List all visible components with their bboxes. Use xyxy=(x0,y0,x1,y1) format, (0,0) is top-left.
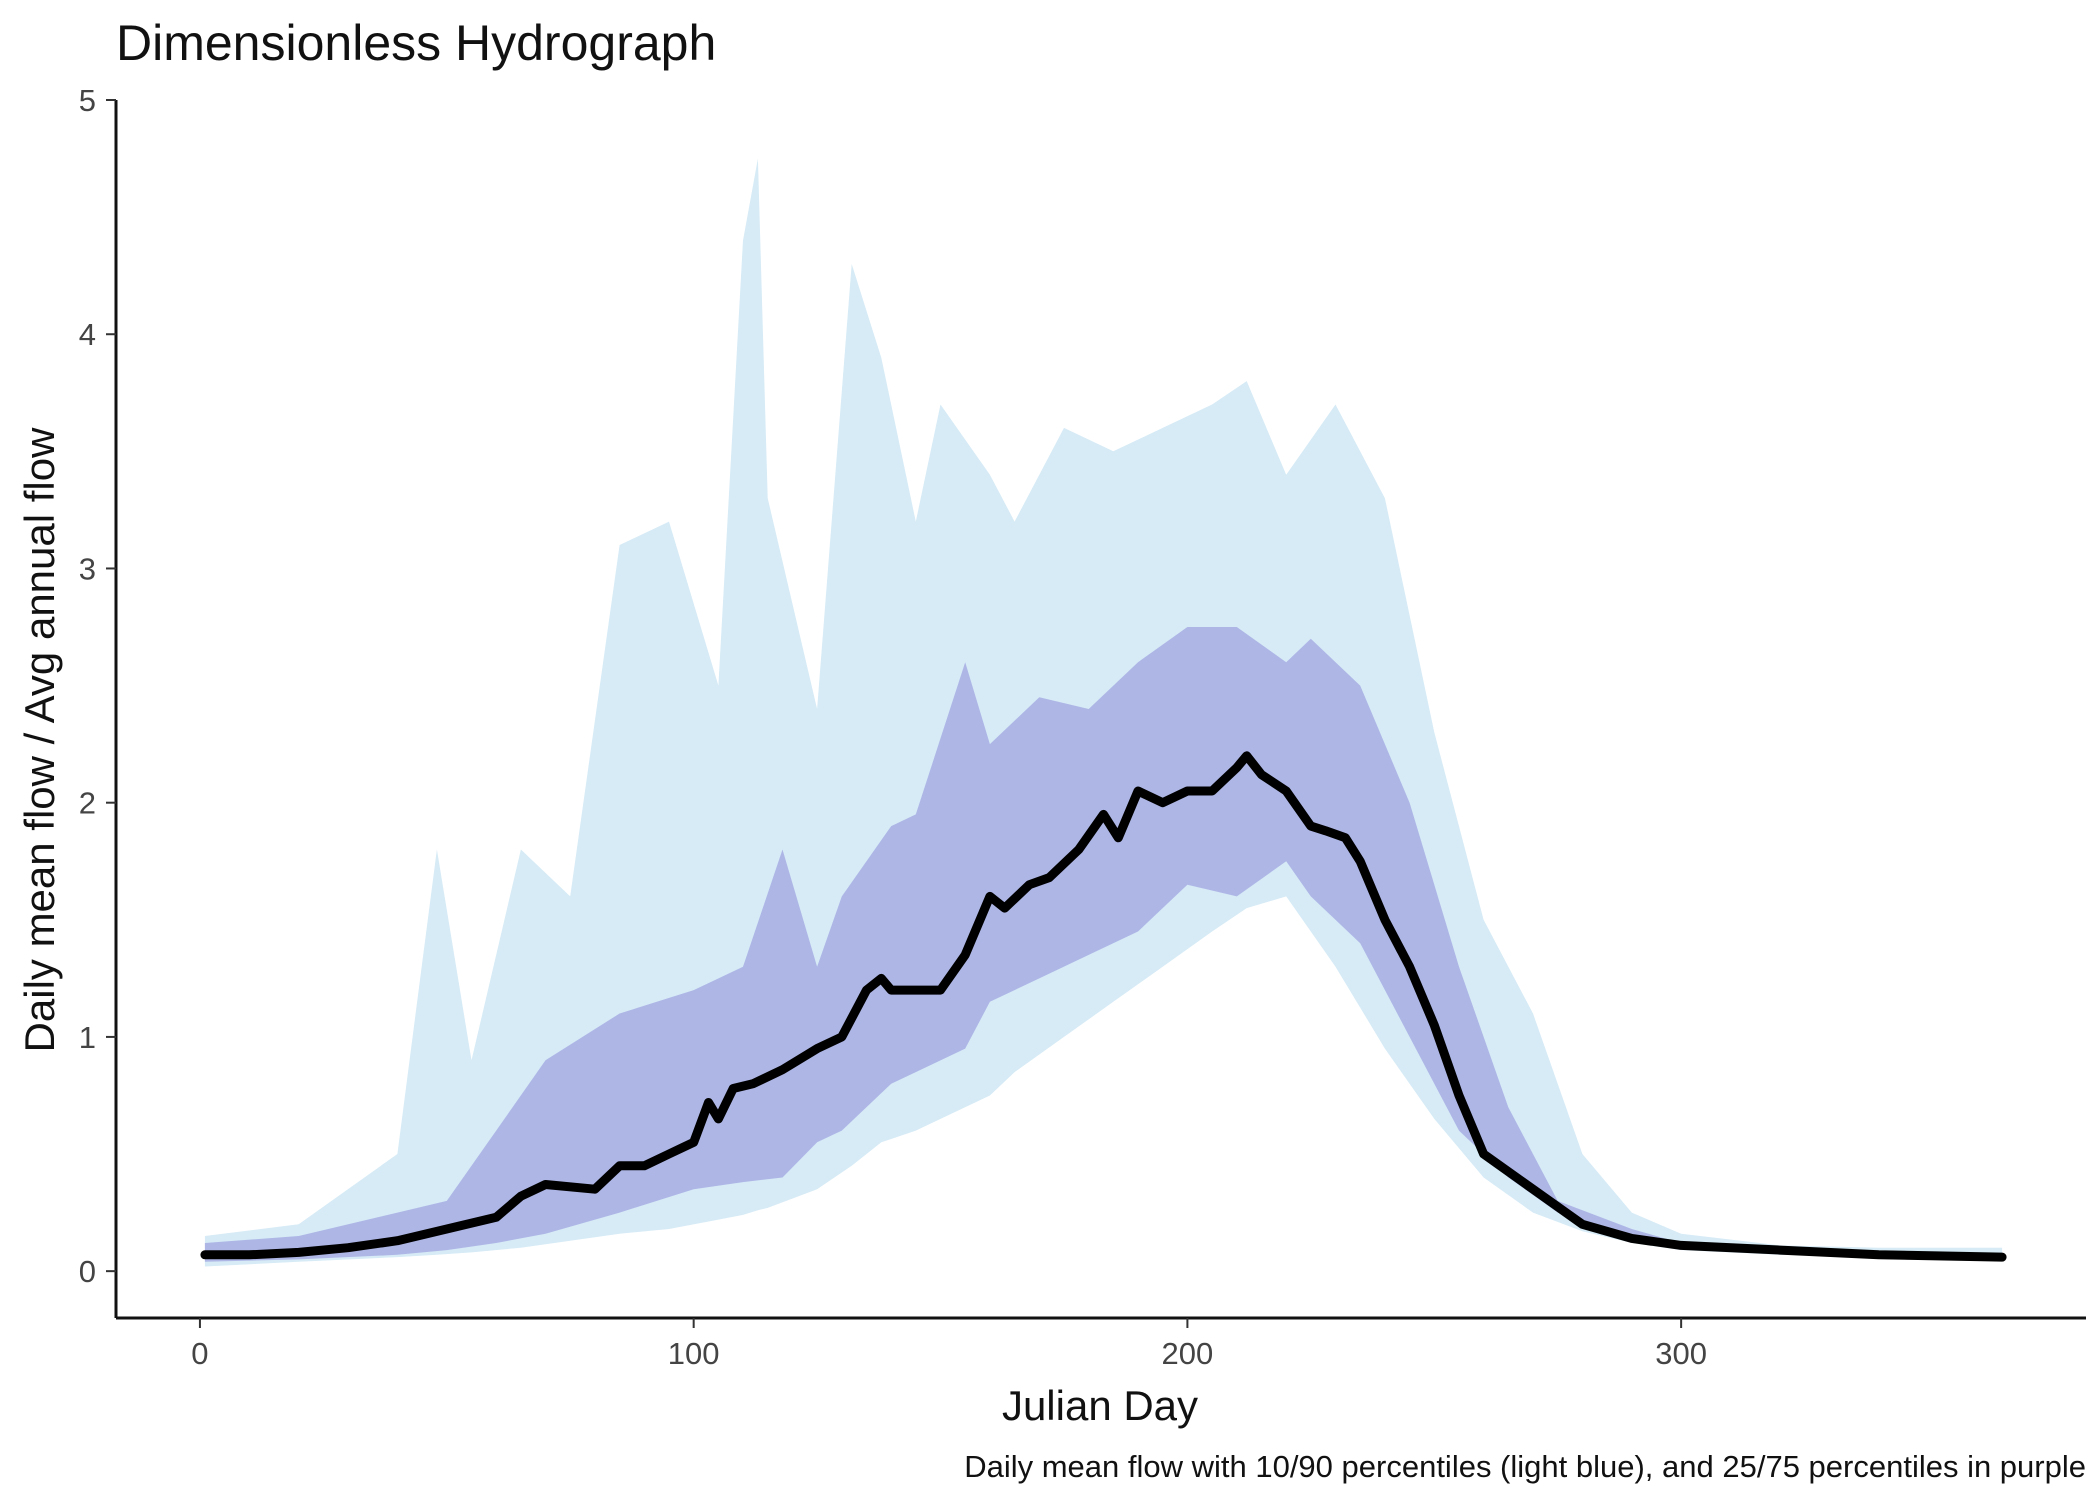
y-tick-label: 2 xyxy=(79,786,96,821)
chart-title: Dimensionless Hydrograph xyxy=(116,15,716,71)
mean-flow-line xyxy=(200,751,2007,1262)
y-tick-label: 3 xyxy=(79,551,96,586)
y-tick-label: 4 xyxy=(79,317,96,352)
y-tick-label: 5 xyxy=(79,83,96,118)
x-axis-label: Julian Day xyxy=(1002,1382,1198,1429)
x-tick-label: 0 xyxy=(191,1336,208,1371)
x-tick-label: 200 xyxy=(1162,1336,1214,1371)
x-tick-label: 100 xyxy=(668,1336,720,1371)
lines-layer xyxy=(200,751,2007,1262)
chart-caption: Daily mean flow with 10/90 percentiles (… xyxy=(964,1449,2086,1484)
x-tick-label: 300 xyxy=(1655,1336,1707,1371)
bands-layer xyxy=(204,158,2003,1267)
y-axis-label: Daily mean flow / Avg annual flow xyxy=(16,427,63,1053)
y-tick-label: 0 xyxy=(79,1254,96,1289)
band-25-75-area xyxy=(204,627,2003,1262)
ticks-layer: 0 100 200 300 0 1 2 3 4 5 xyxy=(79,83,1707,1371)
axes-layer xyxy=(114,100,2086,1320)
y-tick-label: 1 xyxy=(79,1020,96,1055)
